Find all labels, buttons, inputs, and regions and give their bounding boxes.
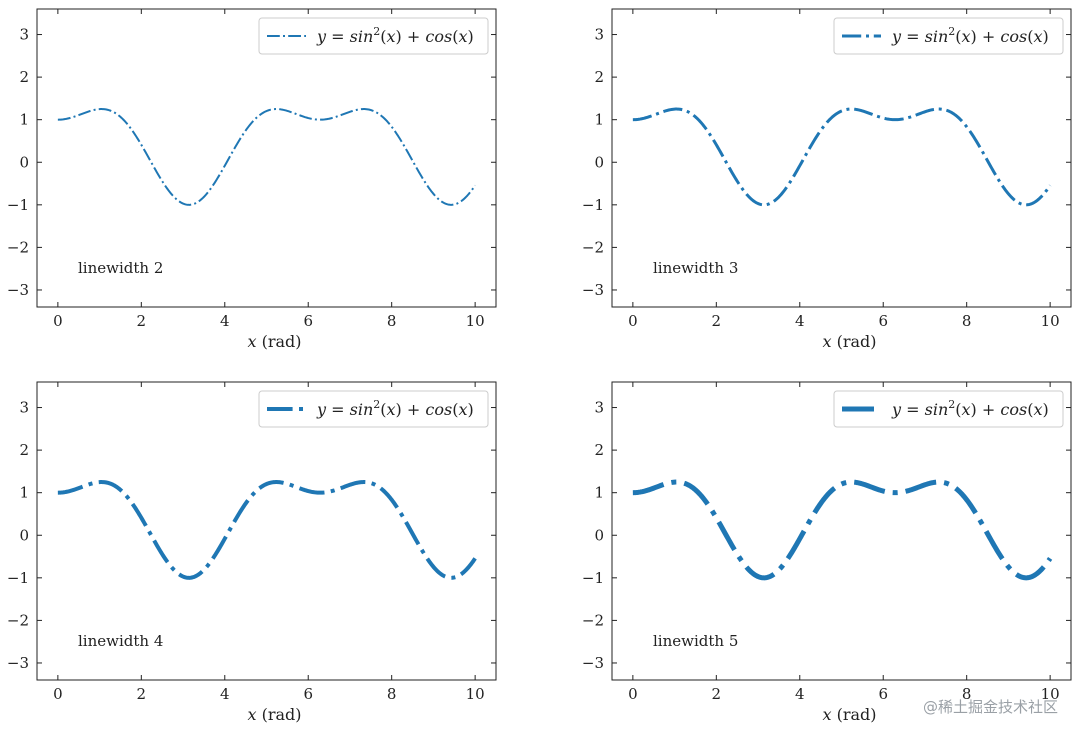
x-tick-label: 6 xyxy=(878,685,888,703)
watermark: @稀土掘金技术社区 xyxy=(923,698,1058,716)
series-line-1 xyxy=(632,107,1052,207)
x-tick-label: 4 xyxy=(795,312,805,330)
legend-entry-label: y = sin2(x) + cos(x) xyxy=(316,25,474,46)
x-tick-label: 0 xyxy=(53,312,63,330)
y-tick-label: −3 xyxy=(582,654,604,672)
x-tick-label: 0 xyxy=(53,685,63,703)
x-tick-label: 4 xyxy=(220,312,230,330)
y-tick-label: −3 xyxy=(7,281,29,299)
x-axis-label: x (rad) xyxy=(247,332,301,351)
y-tick-label: 3 xyxy=(19,26,29,44)
y-tick-label: −3 xyxy=(7,654,29,672)
y-tick-label: 1 xyxy=(19,484,29,502)
chart-panel-4: 0 2 4 6 8 10 −3 −2 −1 0 1 2 3 x (rad) linewidth 5 y = s… xyxy=(582,381,1072,724)
x-tick-label: 4 xyxy=(220,685,230,703)
x-tick-label: 8 xyxy=(387,312,397,330)
x-tick-label: 10 xyxy=(1041,312,1060,330)
x-tick-label: 10 xyxy=(466,312,485,330)
y-tick-label: 0 xyxy=(594,526,604,544)
legend-box xyxy=(258,17,489,55)
x-tick-label: 10 xyxy=(466,685,485,703)
y-tick-label: −1 xyxy=(582,569,604,587)
x-axis-label: x (rad) xyxy=(822,705,876,724)
x-axis-label: x (rad) xyxy=(247,705,301,724)
y-tick-label: 1 xyxy=(594,484,604,502)
y-tick-label: 3 xyxy=(594,399,604,417)
legend-entry-label: y = sin2(x) + cos(x) xyxy=(316,398,474,419)
y-tick-label: 2 xyxy=(594,68,604,86)
y-tick-label: −1 xyxy=(7,569,29,587)
x-tick-label: 6 xyxy=(303,312,313,330)
y-tick-label: 3 xyxy=(594,26,604,44)
plot-frame xyxy=(36,8,497,308)
y-tick-label: 3 xyxy=(19,399,29,417)
series-line-1 xyxy=(56,480,477,580)
x-tick-label: 0 xyxy=(628,312,638,330)
legend-box xyxy=(258,390,489,428)
y-tick-label: −2 xyxy=(582,611,604,629)
legend-box xyxy=(833,390,1064,428)
linewidth-annotation: linewidth 2 xyxy=(78,259,163,277)
y-tick-label: 1 xyxy=(19,111,29,129)
linewidth-annotation: linewidth 5 xyxy=(653,632,738,650)
x-tick-label: 8 xyxy=(387,685,397,703)
legend: y = sin2(x) + cos(x) xyxy=(833,390,1064,428)
plot-frame xyxy=(611,381,1072,681)
x-axis-label: x (rad) xyxy=(822,332,876,351)
x-tick-label: 2 xyxy=(712,312,722,330)
x-tick-label: 6 xyxy=(878,312,888,330)
y-tick-label: 2 xyxy=(19,68,29,86)
legend-entry-label: y = sin2(x) + cos(x) xyxy=(891,398,1049,419)
legend-box xyxy=(833,17,1064,55)
chart-panel-2: 0 2 4 6 8 10 −3 −2 −1 0 1 2 3 x (rad) linewidth 3 y = s… xyxy=(582,8,1072,351)
y-tick-label: −2 xyxy=(7,611,29,629)
x-tick-label: 2 xyxy=(137,312,147,330)
plot-frame xyxy=(36,381,497,681)
x-tick-label: 10 xyxy=(1041,685,1060,703)
legend: y = sin2(x) + cos(x) xyxy=(258,17,489,55)
x-tick-label: 0 xyxy=(628,685,638,703)
x-tick-label: 8 xyxy=(962,312,972,330)
legend: y = sin2(x) + cos(x) xyxy=(833,17,1064,55)
x-tick-label: 4 xyxy=(795,685,805,703)
y-tick-label: 0 xyxy=(19,153,29,171)
y-tick-label: 2 xyxy=(19,441,29,459)
plot-frame xyxy=(611,8,1072,308)
x-tick-label: 2 xyxy=(137,685,147,703)
y-tick-label: −3 xyxy=(582,281,604,299)
chart-panel-3: 0 2 4 6 8 10 −3 −2 −1 0 1 2 3 x (rad) linewidth 4 y = s… xyxy=(7,381,497,724)
y-tick-label: −2 xyxy=(582,238,604,256)
x-tick-label: 2 xyxy=(712,685,722,703)
series-line-1 xyxy=(631,479,1053,581)
y-tick-label: 2 xyxy=(594,441,604,459)
x-tick-label: 8 xyxy=(962,685,972,703)
y-tick-label: 0 xyxy=(594,153,604,171)
linewidth-annotation: linewidth 4 xyxy=(78,632,163,650)
legend: y = sin2(x) + cos(x) xyxy=(258,390,489,428)
y-tick-label: −2 xyxy=(7,238,29,256)
chart-panel-1: 0 2 4 6 8 10 −3 −2 −1 0 1 2 3 x (rad) linewidth 2 y = s… xyxy=(7,8,497,351)
y-tick-label: 0 xyxy=(19,526,29,544)
legend-entry-label: y = sin2(x) + cos(x) xyxy=(891,25,1049,46)
y-tick-label: −1 xyxy=(582,196,604,214)
x-tick-label: 6 xyxy=(303,685,313,703)
linewidth-annotation: linewidth 3 xyxy=(653,259,738,277)
y-tick-label: −1 xyxy=(7,196,29,214)
series-line-1 xyxy=(57,108,476,206)
y-tick-label: 1 xyxy=(594,111,604,129)
